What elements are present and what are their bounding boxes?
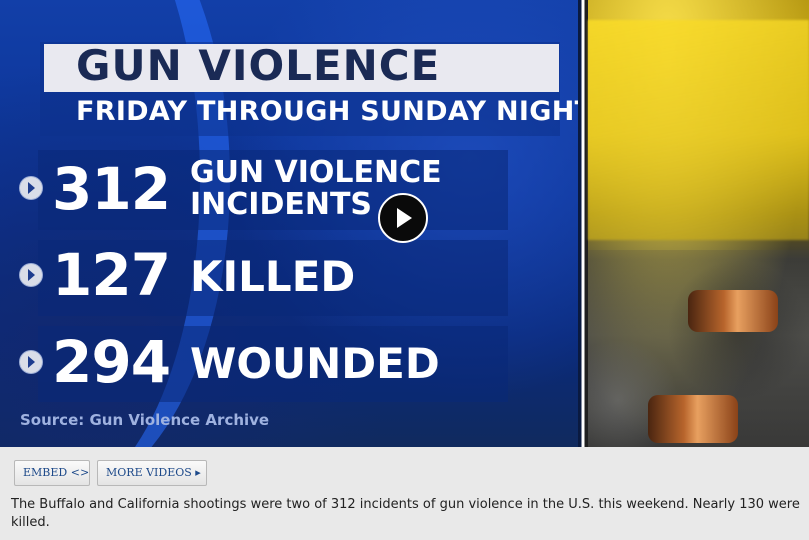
graphic-title: GUN VIOLENCE bbox=[76, 41, 441, 90]
stat-label-wounded: WOUNDED bbox=[190, 339, 440, 388]
chevron-right-icon bbox=[20, 264, 42, 286]
embed-button[interactable]: EMBED <> bbox=[14, 460, 90, 486]
bullet-casing bbox=[688, 290, 778, 332]
stat-label-killed: KILLED bbox=[190, 252, 356, 301]
stat-label-incidents-line1: GUN VIOLENCE bbox=[190, 155, 442, 190]
source-credit: Source: Gun Violence Archive bbox=[20, 411, 270, 429]
stat-number-incidents: 312 bbox=[52, 155, 171, 223]
stat-row-bg bbox=[38, 326, 508, 402]
stat-row-bg bbox=[38, 240, 508, 316]
graphic-subtitle: FRIDAY THROUGH SUNDAY NIGHT bbox=[76, 96, 594, 127]
stat-row-bg bbox=[38, 150, 508, 230]
play-icon bbox=[397, 208, 412, 228]
chevron-right-icon bbox=[20, 177, 42, 199]
crime-scene-photo bbox=[588, 0, 809, 447]
stat-number-killed: 127 bbox=[52, 241, 171, 309]
title-bar bbox=[44, 44, 559, 92]
stat-label-incidents-line2: INCIDENTS bbox=[190, 187, 373, 222]
panel-divider bbox=[578, 0, 588, 447]
bullet-casing bbox=[648, 395, 738, 443]
police-tape bbox=[588, 20, 809, 240]
stat-number-wounded: 294 bbox=[52, 328, 171, 396]
play-button[interactable] bbox=[378, 193, 428, 243]
chevron-right-icon bbox=[20, 351, 42, 373]
news-graphic-panel: GUN VIOLENCE FRIDAY THROUGH SUNDAY NIGHT… bbox=[0, 0, 593, 447]
more-videos-button[interactable]: MORE VIDEOS ▸ bbox=[97, 460, 207, 486]
video-caption: The Buffalo and California shootings wer… bbox=[11, 497, 800, 530]
video-player[interactable]: GUN VIOLENCE FRIDAY THROUGH SUNDAY NIGHT… bbox=[0, 0, 809, 447]
